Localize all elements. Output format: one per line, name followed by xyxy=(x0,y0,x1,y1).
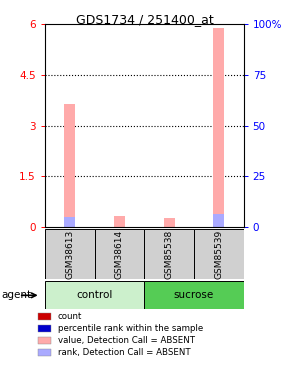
Bar xyxy=(95,229,144,279)
Bar xyxy=(64,104,75,227)
Text: count: count xyxy=(58,312,82,321)
Bar xyxy=(144,281,244,309)
Bar xyxy=(164,218,175,227)
Text: percentile rank within the sample: percentile rank within the sample xyxy=(58,324,203,333)
Text: GSM38613: GSM38613 xyxy=(65,230,74,279)
Bar xyxy=(194,229,244,279)
Text: value, Detection Call = ABSENT: value, Detection Call = ABSENT xyxy=(58,336,195,345)
Text: sucrose: sucrose xyxy=(174,290,214,300)
Text: agent: agent xyxy=(1,290,32,300)
Bar xyxy=(45,229,95,279)
Bar xyxy=(64,217,75,227)
Text: GDS1734 / 251400_at: GDS1734 / 251400_at xyxy=(76,13,214,26)
Text: GSM38614: GSM38614 xyxy=(115,230,124,279)
Text: control: control xyxy=(77,290,113,300)
Bar xyxy=(144,229,194,279)
Bar xyxy=(114,216,125,227)
Text: GSM85538: GSM85538 xyxy=(165,230,174,279)
Text: GSM85539: GSM85539 xyxy=(214,230,223,279)
Bar xyxy=(213,214,224,227)
Bar xyxy=(213,28,224,227)
Text: rank, Detection Call = ABSENT: rank, Detection Call = ABSENT xyxy=(58,348,191,357)
Bar xyxy=(45,281,144,309)
